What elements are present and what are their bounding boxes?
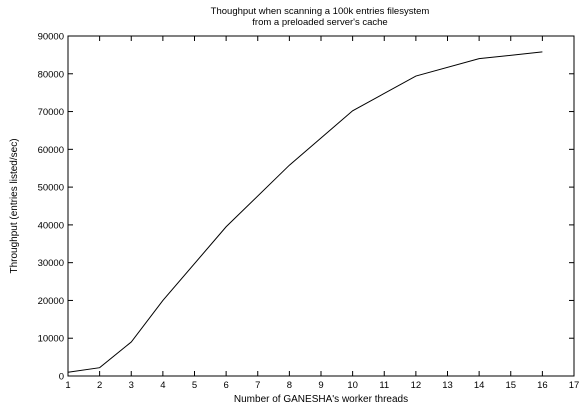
y-tick-label: 20000 <box>38 296 64 307</box>
x-tick-label: 8 <box>287 380 292 391</box>
x-tick-label: 4 <box>160 380 165 391</box>
x-tick-label: 11 <box>379 380 389 391</box>
chart-title-line-2: from a preloaded server's cache <box>252 17 387 28</box>
y-tick-label: 60000 <box>38 145 64 156</box>
x-tick-label: 5 <box>192 380 197 391</box>
x-tick-label: 7 <box>255 380 260 391</box>
y-tick-label: 40000 <box>38 220 64 231</box>
x-tick-label: 10 <box>347 380 358 391</box>
series-line <box>67 51 543 373</box>
y-tick-label: 10000 <box>38 334 64 345</box>
x-axis: 1 2 3 4 5 6 7 8 9 10 11 12 13 14 15 16 17 <box>65 36 579 391</box>
x-tick-label: 15 <box>505 380 516 391</box>
x-tick-label: 3 <box>129 380 134 391</box>
x-tick-label: 6 <box>223 380 228 391</box>
x-tick-label: 2 <box>97 380 102 391</box>
x-tick-label: 1 <box>65 380 70 391</box>
y-axis: 0 10000 20000 30000 40000 50000 60000 70000 8000… <box>38 32 574 383</box>
y-axis-label: Throughput (entries listed/sec) <box>9 138 20 273</box>
y-tick-label: 90000 <box>38 32 64 43</box>
x-tick-label: 13 <box>442 380 453 391</box>
y-tick-label: 0 <box>59 372 64 383</box>
x-axis-label: Number of GANESHA's worker threads <box>234 394 408 405</box>
x-tick-label: 14 <box>474 380 485 391</box>
series-layer <box>67 51 543 373</box>
y-tick-label: 30000 <box>38 258 64 269</box>
chart-title-line-1: Thoughput when scanning a 100k entries f… <box>211 6 430 17</box>
x-tick-label: 16 <box>537 380 548 391</box>
y-tick-label: 80000 <box>38 69 64 80</box>
x-tick-label: 9 <box>318 380 323 391</box>
y-tick-label: 50000 <box>38 183 64 194</box>
x-tick-label: 12 <box>411 380 422 391</box>
y-tick-label: 70000 <box>38 107 64 118</box>
x-tick-label: 17 <box>569 380 580 391</box>
